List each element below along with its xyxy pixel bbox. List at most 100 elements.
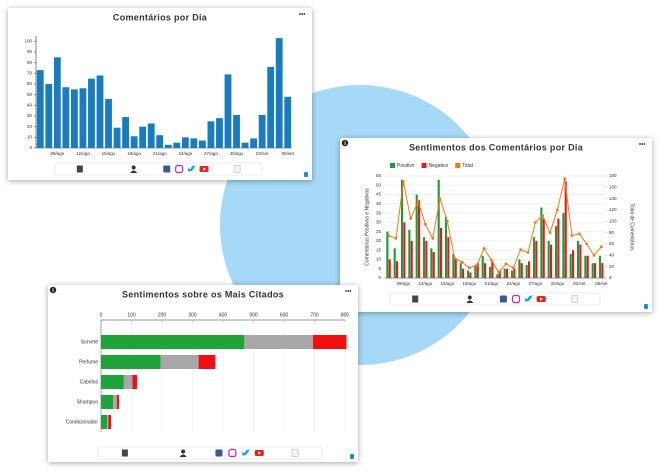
y-tick-label: 30 [376,220,382,225]
y-tick-label: 70 [27,71,33,76]
bar [388,259,391,278]
instagram-button[interactable] [175,164,184,174]
twitter-button[interactable] [524,295,533,302]
facebook-button[interactable] [499,295,507,303]
bar [532,237,536,278]
x-tick-label: 200 [158,312,167,318]
bar [452,253,455,278]
y-tick-label: Condicionador [66,419,99,425]
x-tick-label: 700 [310,312,319,318]
y2-tick-label: 20 [609,264,615,269]
y-tick-label: 35 [376,210,382,215]
line-point [563,177,567,181]
line-point [555,208,559,212]
bar [437,179,440,278]
bar [440,227,443,278]
menu-dot [303,13,306,15]
instagram-button[interactable] [228,448,237,458]
bar [250,138,258,148]
calendar-button[interactable] [76,165,83,173]
line-point [401,180,405,184]
menu-button[interactable] [299,13,306,15]
bar [506,268,509,278]
y2-tick-label: 140 [609,196,617,201]
bar [513,268,516,278]
bar [386,231,389,278]
x-tick-label: 09/ago [396,281,410,286]
calendar-button[interactable] [121,449,128,457]
bar [408,229,411,278]
x-tick-label: 18/ago [462,281,476,286]
card-background [48,285,358,462]
youtube-play [203,167,206,171]
bar-segment [108,415,112,429]
y-tick-label: 10 [376,257,382,262]
user-button[interactable] [179,449,187,458]
bar [241,142,249,148]
line-point [548,231,552,235]
menu-button[interactable] [345,290,352,292]
bar [267,66,275,148]
bar [520,263,523,278]
bar [224,74,232,148]
line-point [409,217,413,220]
instagram-button[interactable] [511,294,521,304]
bar [547,240,550,278]
y-tick-label: 45 [376,192,382,197]
twitter-button[interactable] [187,165,196,172]
bar [113,127,121,148]
y2-axis-title: Total de Comentários [629,203,635,251]
bar [594,263,597,278]
bar [510,270,514,278]
calendar-button[interactable] [412,295,419,303]
document-button[interactable] [233,165,241,173]
bar [569,253,572,278]
x-tick-label: 400 [219,312,228,318]
bar [528,261,531,278]
line-point [438,197,442,201]
bar-segment [101,355,161,369]
y-tick-label: 40 [376,201,382,206]
user-button[interactable] [466,295,474,304]
line-point [453,256,457,260]
y-tick-label: 40 [27,103,33,108]
y2-tick-label: 40 [609,253,615,258]
document-button[interactable] [291,449,299,457]
x-tick-label: 09/ago [50,151,64,156]
menu-button[interactable] [639,143,646,145]
bar [476,263,479,278]
bar [542,218,545,278]
bar [554,226,558,278]
bar [564,181,567,278]
facebook-button[interactable] [163,165,171,173]
line-point [533,221,537,224]
line-point [431,236,435,240]
bar [572,250,575,278]
y-tick-label: 80 [27,60,33,65]
document-button[interactable] [571,295,579,303]
bar [173,142,181,148]
bar [410,240,413,278]
menu-dot [349,290,352,292]
legend-swatch [390,163,395,168]
y-axis-title: Comentários Positivos e Negativos [364,188,370,266]
y-tick-label: 15 [376,247,382,252]
line-point [475,264,479,267]
x-tick-label: 05/set [595,281,608,286]
brand-icon [644,304,648,309]
bar [591,263,594,278]
bar-segment [198,355,216,369]
twitter-button[interactable] [241,449,250,456]
y2-tick-label: 60 [609,241,615,246]
line-point [541,214,545,218]
bar-segment [160,355,199,369]
brand-icon [350,454,354,459]
user-icon [467,295,472,300]
chart-title: Sentimentos sobre os Mais Citados [122,289,284,299]
user-button[interactable] [130,165,138,174]
bar [598,255,602,278]
facebook-button[interactable] [215,449,223,457]
bar-segment [244,335,313,349]
toolbar [54,162,263,176]
info-glyph [52,287,54,289]
